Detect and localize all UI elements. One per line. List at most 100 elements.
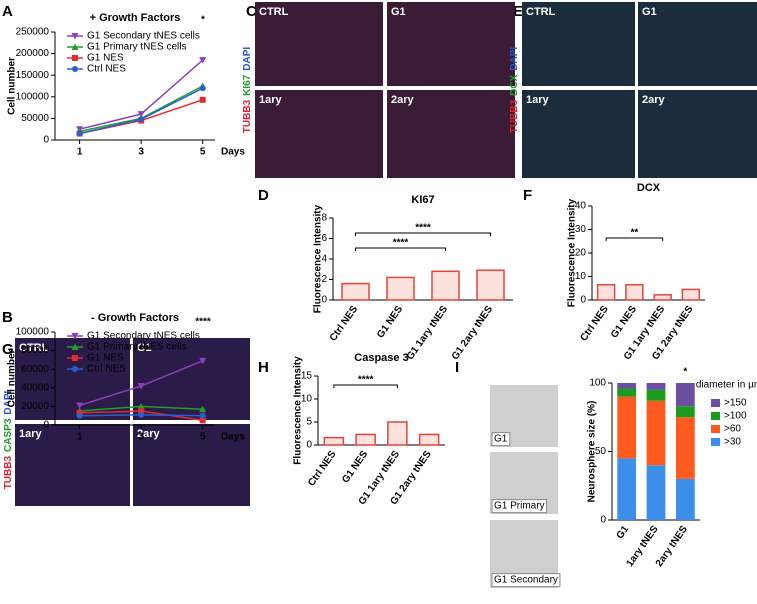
- x-tick-label: Ctrl NES: [306, 449, 338, 489]
- x-tick-label: G1 NES: [375, 304, 405, 341]
- y-tick-label: 8: [321, 213, 327, 224]
- legend-label: G1 Secondary tNES cells: [87, 31, 200, 42]
- legend-swatch: [711, 399, 720, 407]
- y-tick-label: 100: [589, 378, 606, 389]
- image-label: 2ary: [642, 94, 666, 106]
- x-tick-label: Ctrl NES: [328, 304, 360, 344]
- bar: [476, 269, 505, 301]
- marker: [71, 333, 79, 340]
- legend-label: G1 Secondary tNES cells: [87, 331, 200, 342]
- y-tick-label: 0: [321, 295, 327, 306]
- marker: [76, 412, 83, 419]
- chart-title: KI67: [411, 194, 434, 206]
- significance: **: [630, 228, 638, 239]
- marker: [72, 355, 78, 361]
- marker: [76, 130, 83, 137]
- bar-segment: [646, 465, 666, 520]
- marker: [199, 412, 206, 419]
- stain-word: TUBB3: [509, 99, 520, 133]
- stain-label: TUBB3 KI67 DAPI: [242, 47, 253, 134]
- marker: [71, 33, 79, 40]
- y-tick-label: 200000: [16, 48, 50, 59]
- stain-word: TUBB3: [242, 99, 253, 133]
- bar-segment: [675, 478, 695, 520]
- x-axis-label: Days: [221, 147, 245, 158]
- y-tick-label: 0: [580, 295, 586, 306]
- image-label: 2ary: [391, 94, 415, 106]
- micrograph: [522, 90, 635, 178]
- legend-label: G1 NES: [87, 53, 124, 64]
- micrograph: [15, 338, 130, 420]
- legend-label: G1 Primary tNES cells: [87, 42, 186, 53]
- y-tick-label: 250000: [16, 27, 50, 38]
- panel-letter: F: [523, 187, 532, 204]
- bar: [323, 436, 345, 446]
- significance: ****: [195, 317, 211, 328]
- micrograph: [255, 90, 383, 178]
- bar: [596, 283, 616, 301]
- y-axis-label: Fluorescence Intensity: [567, 198, 578, 307]
- image-label: 1ary: [526, 94, 550, 106]
- y-tick-label: 0: [43, 135, 49, 146]
- significance: ****: [358, 375, 374, 386]
- bar-segment: [617, 383, 637, 389]
- stain-word: DAPI: [509, 47, 520, 71]
- y-axis-label: Neurosphere size (%): [587, 401, 598, 503]
- x-tick-label: Ctrl NES: [578, 304, 610, 344]
- marker: [72, 66, 78, 72]
- stain-label: TUBB3 CASP3 DAPI: [3, 390, 14, 489]
- micrograph: [133, 424, 250, 506]
- y-tick-label: 15: [301, 371, 313, 382]
- marker: [72, 366, 78, 372]
- marker: [137, 111, 145, 118]
- marker: [71, 43, 79, 50]
- marker: [72, 55, 78, 61]
- marker: [138, 411, 145, 418]
- chart-title: Caspase 3: [354, 352, 408, 364]
- stain-word: KI67: [242, 74, 253, 96]
- bracket: [355, 247, 446, 251]
- legend-swatch: [711, 412, 720, 420]
- significance: *: [683, 367, 687, 378]
- significance: *: [201, 15, 205, 26]
- micrograph: [255, 2, 383, 86]
- image-label: G1: [494, 434, 508, 445]
- bar-segment: [646, 389, 666, 401]
- y-tick-label: 80000: [21, 345, 49, 356]
- legend-swatch: [711, 438, 720, 446]
- legend-label: >100: [724, 411, 747, 422]
- x-tick-label: 3: [138, 147, 144, 158]
- significance: ****: [134, 345, 150, 356]
- image-label: CTRL: [19, 342, 49, 354]
- chart-title: DCX: [637, 182, 661, 194]
- bracket: [333, 384, 398, 388]
- panel-letter: C: [246, 3, 257, 20]
- marker: [199, 405, 207, 413]
- marker: [138, 116, 145, 123]
- x-tick-label: G1 NES: [609, 304, 639, 341]
- legend-label: G1 Primary tNES cells: [87, 342, 186, 353]
- y-tick-label: 10: [575, 271, 587, 282]
- marker: [138, 408, 145, 415]
- stain-word: TUBB3: [3, 456, 14, 490]
- micrograph: [522, 2, 635, 86]
- y-tick-label: 30: [575, 224, 587, 235]
- x-tick-label: 5: [200, 147, 206, 158]
- legend-label: >30: [724, 437, 741, 448]
- stain-word: DAPI: [3, 390, 14, 414]
- bar: [625, 283, 644, 301]
- image-label: G1: [391, 6, 406, 18]
- image-label: G1 Secondary: [494, 575, 558, 586]
- y-axis-label: Cell number: [7, 350, 18, 408]
- y-tick-label: 100000: [16, 91, 50, 102]
- y-tick-label: 40: [575, 201, 587, 212]
- x-tick-label: G1 2ary tNES: [450, 304, 496, 362]
- significance: ****: [393, 238, 409, 249]
- y-tick-label: 50: [595, 446, 607, 457]
- micrograph: [387, 2, 515, 86]
- micrograph: [638, 90, 757, 178]
- bar-segment: [617, 458, 637, 520]
- bar: [341, 282, 370, 301]
- micrograph: [387, 90, 515, 178]
